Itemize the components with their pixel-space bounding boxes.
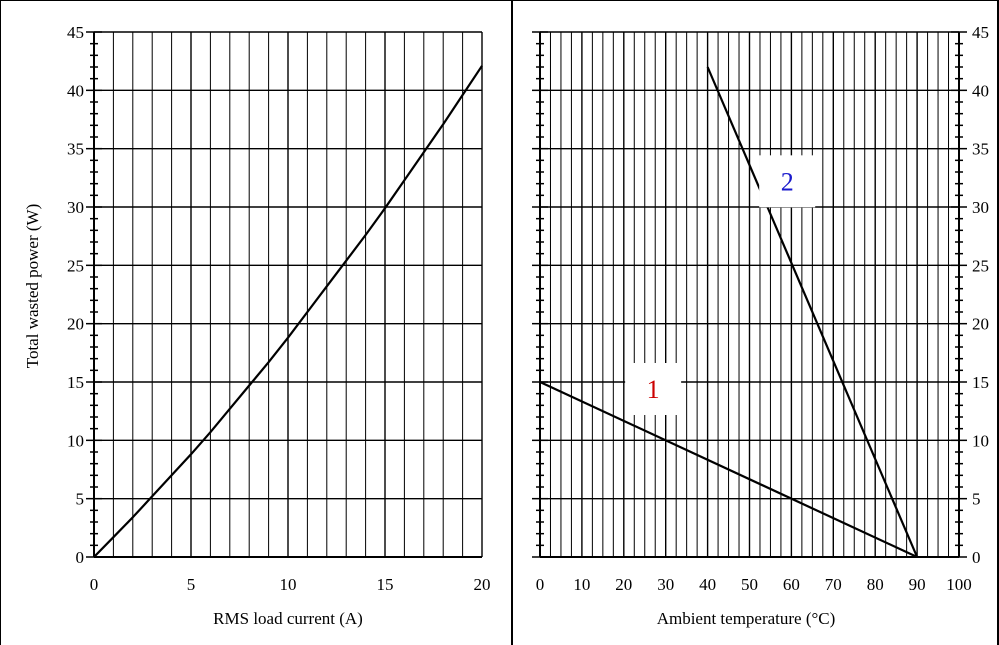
y-tick-label: 40: [972, 81, 989, 100]
x-tick-label: 15: [377, 575, 394, 594]
left-x-axis-label: RMS load current (A): [213, 609, 363, 628]
y-tick-label: 15: [972, 373, 989, 392]
y-tick-label: 25: [972, 256, 989, 275]
right-series: [539, 66, 919, 558]
x-tick-label: 70: [825, 575, 842, 594]
right-chart-panel: 0 10 20 30 40 50 60 70 80 90 100 0 5 10 15 20 25 30 35 40 4…: [532, 23, 989, 628]
right-y-tick-labels: 0 5 10 15 20 25 30 35 40 45: [972, 23, 989, 567]
x-tick-label: 5: [187, 575, 196, 594]
y-tick-label: 35: [972, 140, 989, 159]
y-tick-label: 20: [972, 315, 989, 334]
left-chart-panel: 0 5 10 15 20 0 5 10 15 20 25 30 35 40 45 RMS load cur…: [23, 23, 491, 628]
right-x-axis-label: Ambient temperature (°C): [657, 609, 836, 628]
y-tick-label: 35: [67, 140, 84, 159]
y-tick-label: 45: [67, 23, 84, 42]
x-tick-label: 100: [946, 575, 972, 594]
annotation-label-2: 2: [781, 167, 794, 196]
left-x-tick-labels: 0 5 10 15 20: [90, 575, 491, 594]
left-y-axis-label: Total wasted power (W): [23, 204, 42, 369]
y-tick-label: 10: [67, 431, 84, 450]
y-tick-label: 5: [972, 490, 981, 509]
y-tick-label: 30: [67, 198, 84, 217]
x-tick-label: 60: [783, 575, 800, 594]
series-line-1: [93, 65, 483, 558]
x-tick-label: 10: [573, 575, 590, 594]
left-grid: [86, 31, 483, 558]
x-tick-label: 20: [615, 575, 632, 594]
y-tick-label: 25: [67, 256, 84, 275]
x-tick-label: 20: [474, 575, 491, 594]
annotation-backing: [759, 155, 816, 208]
x-tick-label: 40: [699, 575, 716, 594]
right-grid: [532, 31, 967, 558]
annotation-label-1: 1: [647, 375, 660, 404]
x-tick-label: 90: [909, 575, 926, 594]
series-line-1: [539, 381, 918, 558]
x-tick-label: 10: [280, 575, 297, 594]
x-tick-label: 0: [536, 575, 545, 594]
y-tick-label: 10: [972, 431, 989, 450]
y-tick-label: 20: [67, 315, 84, 334]
y-tick-label: 45: [972, 23, 989, 42]
right-annotations: 12: [625, 155, 816, 415]
y-tick-label: 0: [76, 548, 85, 567]
y-tick-label: 5: [76, 490, 85, 509]
x-tick-label: 30: [657, 575, 674, 594]
left-y-tick-labels: 0 5 10 15 20 25 30 35 40 45: [67, 23, 84, 567]
y-tick-label: 15: [67, 373, 84, 392]
annotation-backing: [625, 363, 682, 415]
y-tick-label: 40: [67, 81, 84, 100]
x-tick-label: 50: [741, 575, 758, 594]
y-tick-label: 30: [972, 198, 989, 217]
y-tick-label: 0: [972, 548, 981, 567]
x-tick-label: 0: [90, 575, 99, 594]
series-line-2: [706, 66, 919, 558]
left-series: [93, 65, 483, 558]
x-tick-label: 80: [867, 575, 884, 594]
right-x-tick-labels: 0 10 20 30 40 50 60 70 80 90 100: [536, 575, 972, 594]
